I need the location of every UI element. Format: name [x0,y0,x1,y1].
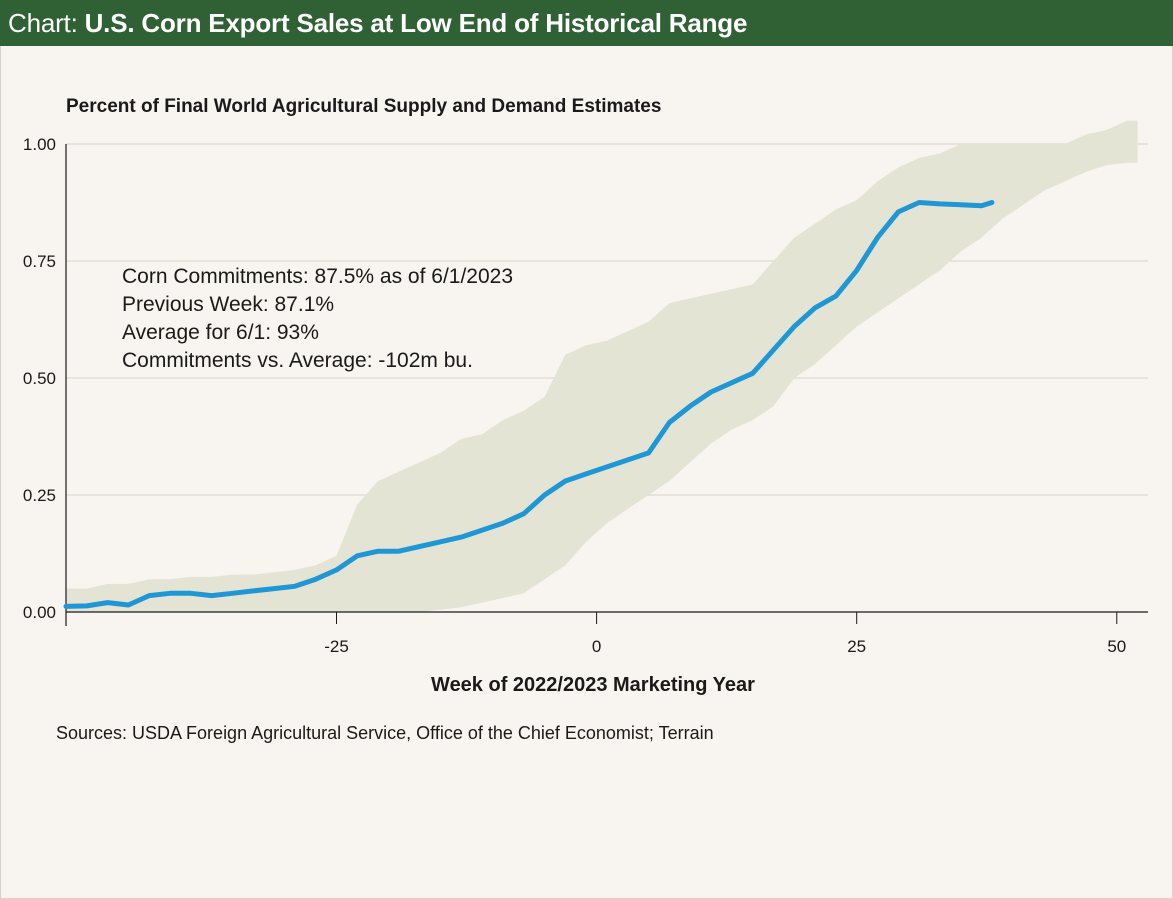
annotation-previous-week: Previous Week: 87.1% [122,293,335,316]
annotation-commitments: Corn Commitments: 87.5% as of 6/1/2023 [122,265,514,288]
annotation-vs-average: Commitments vs. Average: -102m bu. [122,349,473,372]
sources-note: Sources: USDA Foreign Agricultural Servi… [56,723,714,743]
y-tick-label: 0.50 [23,369,56,388]
header-prefix: Chart: [8,7,78,38]
commitments-series-line [63,200,995,609]
annotation-box: Corn Commitments: 87.5% as of 6/1/2023 P… [122,263,513,375]
x-tick-label: -25 [324,637,349,656]
annotation-average: Average for 6/1: 93% [122,321,319,344]
x-tick-label: 50 [1107,637,1126,656]
chart-header: Chart: U.S. Corn Export Sales at Low End… [0,0,1173,46]
y-tick-label: 0.00 [23,603,56,622]
historical-range-band [66,120,1138,612]
chart-subtitle: Percent of Final World Agricultural Supp… [66,96,662,117]
x-tick-label: 0 [592,637,601,656]
x-axis-label: Week of 2022/2023 Marketing Year [431,674,755,696]
chart-title: U.S. Corn Export Sales at Low End of His… [84,7,748,38]
x-tick-label: 25 [847,637,866,656]
y-tick-label: 0.75 [23,252,56,271]
y-tick-label: 1.00 [23,135,56,154]
y-tick-label: 0.25 [23,486,56,505]
